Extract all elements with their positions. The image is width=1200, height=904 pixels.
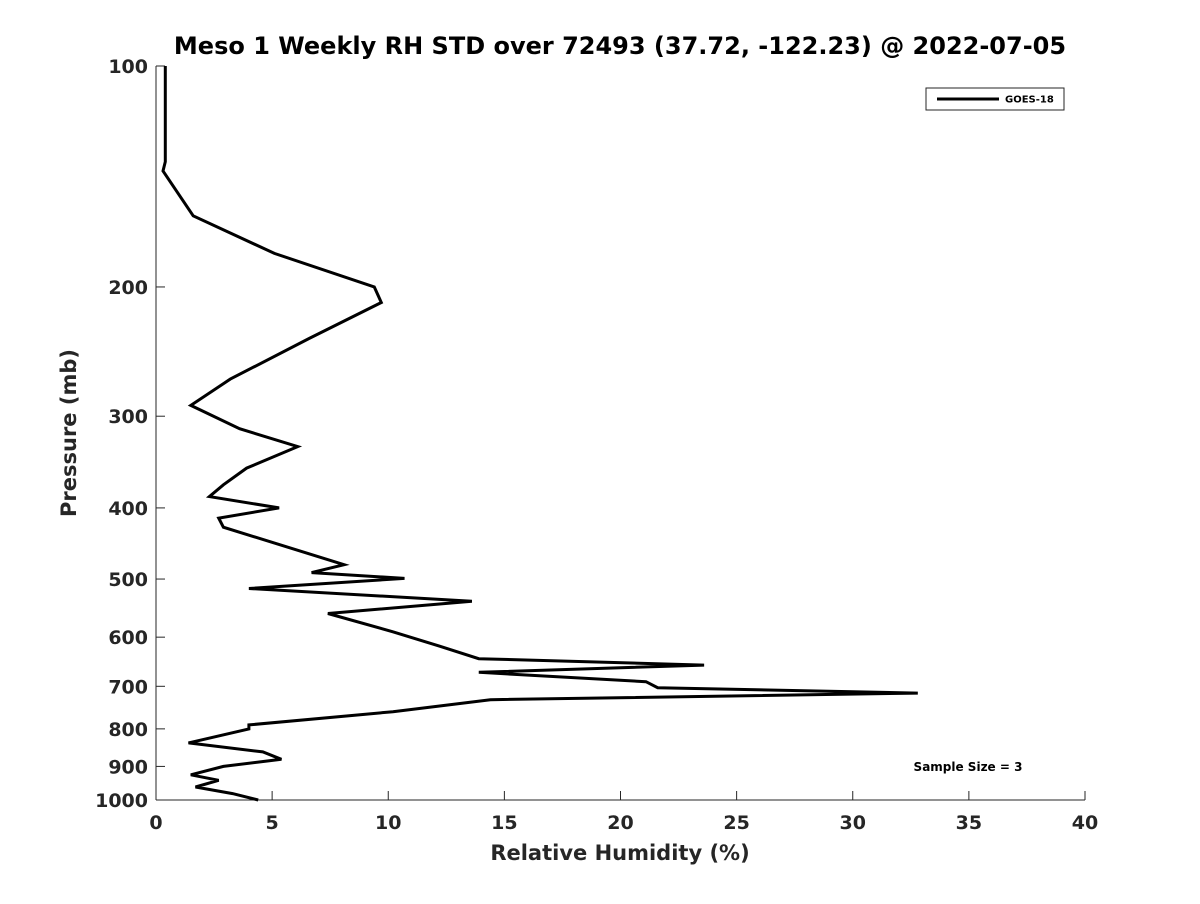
x-axis-label: Relative Humidity (%) [490, 841, 749, 865]
x-axis-ticks: 0 5 10 15 20 25 30 35 40 [149, 791, 1098, 834]
y-tick-label: 900 [108, 756, 148, 778]
x-tick-label: 35 [956, 812, 982, 834]
y-tick-label: 600 [108, 627, 148, 649]
legend-label: GOES-18 [1005, 95, 1054, 106]
y-tick-label: 200 [108, 277, 148, 299]
x-tick-label: 30 [840, 812, 866, 834]
axes [155, 66, 1085, 801]
series-line-0 [161, 66, 918, 802]
x-tick-label: 40 [1072, 812, 1098, 834]
legend: GOES-18 [925, 87, 1065, 111]
x-tick-label: 20 [607, 812, 633, 834]
y-tick-label: 1000 [95, 790, 148, 812]
y-tick-label: 500 [108, 569, 148, 591]
y-tick-label: 300 [108, 406, 148, 428]
y-tick-label: 700 [108, 676, 148, 698]
x-tick-label: 10 [375, 812, 401, 834]
sample-size-annotation: Sample Size = 3 [914, 760, 1023, 774]
x-tick-label: 15 [491, 812, 517, 834]
x-tick-label: 0 [149, 812, 162, 834]
y-tick-label: 100 [108, 56, 148, 78]
y-axis-ticks: 100 200 300 400 500 600 700 800 900 1000 [95, 56, 165, 812]
x-tick-label: 5 [266, 812, 279, 834]
y-tick-label: 400 [108, 498, 148, 520]
x-tick-label: 25 [723, 812, 749, 834]
y-tick-label: 800 [108, 719, 148, 741]
y-axis-label: Pressure (mb) [57, 349, 81, 517]
series-layer [161, 66, 918, 802]
chart-title: Meso 1 Weekly RH STD over 72493 (37.72, … [174, 32, 1066, 60]
